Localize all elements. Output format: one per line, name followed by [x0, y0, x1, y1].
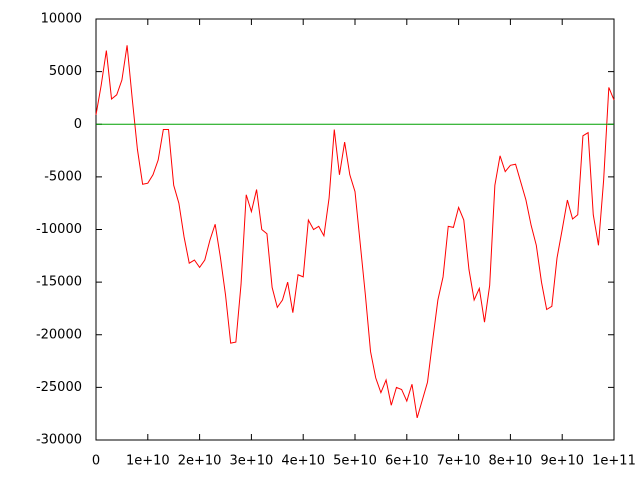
- x-tick-label: 7e+10: [437, 454, 481, 469]
- x-tick-label: 6e+10: [385, 454, 429, 469]
- y-tick-label: -20000: [36, 327, 82, 342]
- y-tick-label: -5000: [44, 169, 82, 184]
- x-tick-label: 5e+10: [333, 454, 377, 469]
- x-tick-label: 0: [92, 454, 100, 469]
- y-tick-label: 0: [74, 117, 82, 132]
- x-tick-label: 4e+10: [281, 454, 325, 469]
- x-tick-label: 1e+10: [126, 454, 170, 469]
- x-tick-label: 1e+11: [592, 454, 636, 469]
- x-tick-label: 8e+10: [489, 454, 533, 469]
- plot-border: [95, 18, 615, 441]
- y-tick-label: 5000: [49, 64, 82, 79]
- x-tick-label: 3e+10: [230, 454, 274, 469]
- y-tick-label: -15000: [36, 275, 82, 290]
- x-tick-label: 9e+10: [540, 454, 584, 469]
- x-tick-label: 2e+10: [178, 454, 222, 469]
- y-tick-label: -10000: [36, 222, 82, 237]
- series-line: [95, 45, 615, 419]
- y-tick-label: -30000: [36, 433, 82, 448]
- y-tick-label: -25000: [36, 380, 82, 395]
- y-tick-label: 10000: [41, 12, 82, 27]
